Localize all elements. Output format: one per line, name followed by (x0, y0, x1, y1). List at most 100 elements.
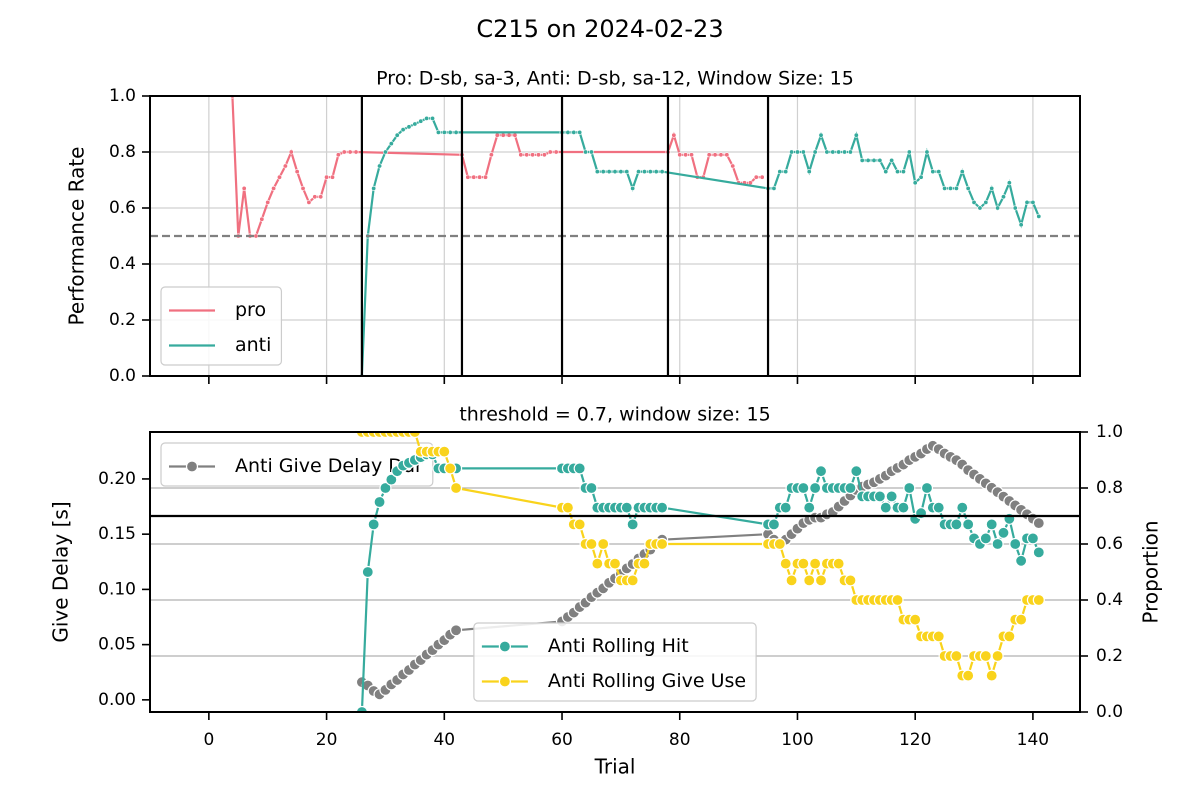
y2-axis-label: Proportion (1139, 520, 1163, 623)
point (253, 233, 259, 239)
point (506, 132, 512, 138)
point (312, 194, 318, 200)
point (871, 157, 877, 163)
point (1018, 222, 1024, 228)
legend-label: Anti Give Delay Dur (235, 455, 423, 477)
point (759, 174, 765, 180)
plot-frame (149, 431, 1081, 713)
point (985, 669, 998, 682)
point (597, 537, 610, 551)
point (777, 169, 783, 175)
point (671, 132, 677, 138)
point (620, 501, 633, 514)
point (918, 174, 924, 180)
point (385, 473, 398, 486)
point (991, 649, 1004, 663)
point (394, 132, 400, 138)
point (600, 169, 606, 175)
point (324, 174, 330, 180)
point (965, 185, 971, 191)
point (785, 574, 798, 587)
point (1006, 180, 1012, 186)
point (406, 124, 412, 130)
point (891, 593, 904, 607)
point (767, 518, 781, 531)
plot-frame (149, 95, 1081, 377)
point (377, 163, 383, 169)
point (465, 174, 471, 180)
point (950, 518, 963, 531)
point (995, 205, 1001, 211)
point (353, 149, 359, 155)
point (712, 152, 718, 158)
legend: Anti Give Delay Dur (169, 455, 423, 477)
point (453, 129, 459, 135)
point (626, 574, 639, 587)
point (859, 157, 865, 163)
point (836, 149, 842, 155)
legend-marker (185, 460, 199, 473)
legend-label: anti (235, 334, 271, 356)
point (483, 174, 489, 180)
point (842, 149, 848, 155)
point (879, 501, 892, 514)
legend-marker (498, 675, 511, 688)
y-tick-label: 1.0 (109, 86, 136, 106)
y-tick-label: 0.10 (98, 579, 136, 599)
y-tick-label: 0.2 (109, 310, 136, 330)
point (677, 152, 683, 158)
y2-tick-label: 1.0 (1096, 422, 1123, 442)
point (388, 141, 394, 147)
point (288, 149, 294, 155)
point (794, 149, 800, 155)
point (830, 149, 836, 155)
point (271, 185, 277, 191)
point (900, 169, 906, 175)
point (585, 537, 598, 551)
point (932, 501, 945, 514)
point (844, 481, 857, 495)
point (412, 121, 418, 127)
point (512, 132, 518, 138)
point (435, 129, 441, 135)
point (438, 445, 451, 458)
point (641, 169, 647, 175)
point (594, 169, 600, 175)
point (779, 501, 792, 514)
point (561, 501, 575, 514)
point (1015, 613, 1028, 626)
point (806, 169, 812, 175)
point (814, 574, 828, 587)
point (962, 669, 975, 682)
point (783, 169, 789, 175)
point (959, 169, 965, 175)
point (276, 174, 282, 180)
x-tick-label: 120 (899, 730, 931, 750)
y-tick-label: 0.4 (109, 254, 136, 274)
point (653, 169, 659, 175)
point (518, 152, 524, 158)
point (329, 174, 335, 180)
point (809, 481, 822, 495)
x-tick-label: 60 (551, 730, 573, 750)
legend-box (473, 622, 757, 702)
point (953, 185, 959, 191)
series-group (355, 432, 1045, 682)
point (814, 465, 828, 478)
point (718, 152, 724, 158)
point (812, 149, 818, 155)
point (983, 199, 989, 205)
point (889, 157, 895, 163)
point (832, 557, 845, 570)
point (800, 149, 806, 155)
legend-label: pro (235, 299, 266, 321)
point (1009, 537, 1022, 551)
point (797, 481, 810, 495)
point (1000, 194, 1006, 200)
point (883, 169, 889, 175)
y2-tick-label: 0.0 (1096, 702, 1123, 722)
point (844, 574, 857, 587)
point (347, 149, 353, 155)
point (565, 129, 571, 135)
point (979, 532, 992, 545)
